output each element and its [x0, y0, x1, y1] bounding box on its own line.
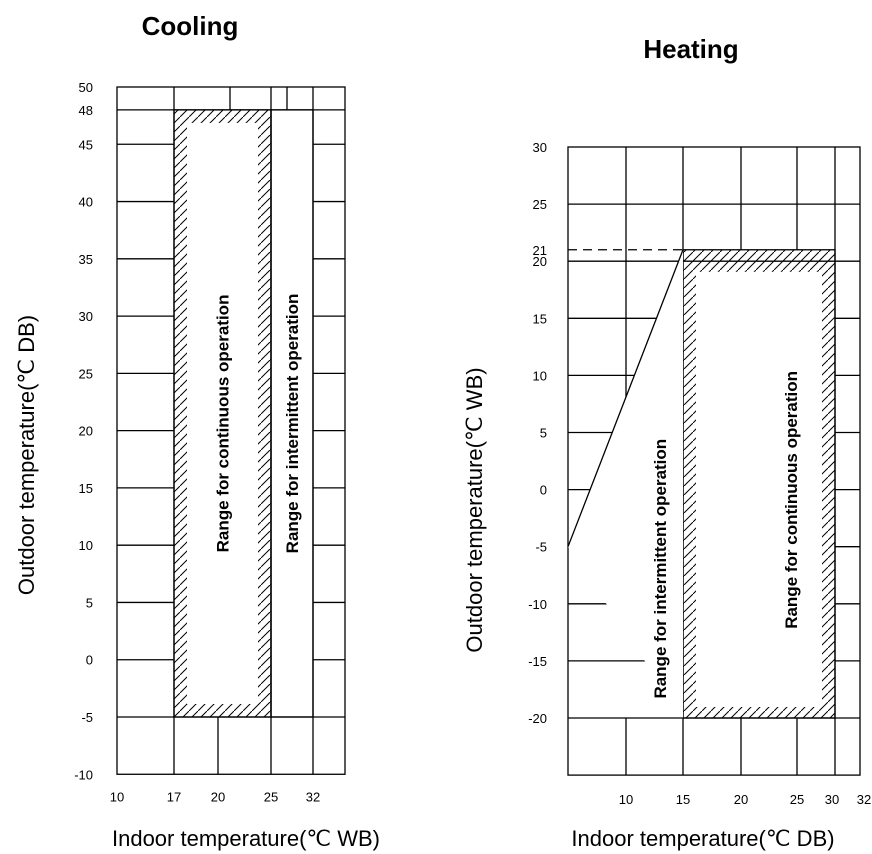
heating-region-label: Range for intermittent operation	[651, 439, 670, 699]
cooling-y-tick-label: 5	[86, 595, 93, 610]
heating-region-label: Range for continuous operation	[782, 371, 801, 629]
heating-x-tick-label: 15	[676, 792, 690, 807]
heating-y-tick-label: 5	[540, 426, 547, 441]
heating-y-tick-label: -20	[528, 711, 547, 726]
heating-y-tick-label: 25	[533, 197, 547, 212]
heating-x-ticks: 10 15 20 25 30 32	[619, 792, 871, 807]
cooling-y-tick-label: 35	[79, 252, 93, 267]
heating-region-clear	[696, 272, 822, 707]
cooling-x-axis-title: Indoor temperature(℃ WB)	[112, 826, 380, 851]
heating-x-tick-label: 20	[734, 792, 748, 807]
cooling-y-tick-label: -5	[81, 710, 93, 725]
heating-chart: Heating Range for continuous operationRa…	[462, 34, 871, 851]
heating-x-tick-label: 32	[857, 792, 871, 807]
heating-x-tick-label: 30	[825, 792, 839, 807]
cooling-x-tick-label: 32	[306, 789, 320, 804]
heating-x-tick-label: 25	[790, 792, 804, 807]
heating-y-tick-label: -5	[535, 540, 547, 555]
heating-title: Heating	[643, 34, 738, 64]
cooling-x-tick-label: 10	[110, 789, 124, 804]
heating-y-tick-label: 0	[540, 483, 547, 498]
heating-y-axis-title: Outdoor temperature(℃ WB)	[462, 367, 487, 652]
heating-y-tick-label: 20	[533, 254, 547, 269]
cooling-y-tick-label: 30	[79, 309, 93, 324]
cooling-y-tick-label: 15	[79, 481, 93, 496]
cooling-x-tick-label: 20	[211, 789, 225, 804]
cooling-x-tick-label: 25	[264, 789, 278, 804]
cooling-chart: Cooling Range for continuous operation Ra…	[14, 11, 380, 851]
cooling-x-ticks: 10 17 20 25 32	[110, 789, 320, 804]
cooling-x-tick-label: 17	[167, 789, 181, 804]
heating-y-tick-label: 15	[533, 311, 547, 326]
cooling-y-tick-label: 25	[79, 366, 93, 381]
cooling-y-tick-label: 0	[86, 653, 93, 668]
heating-regions: Range for continuous operation Range for …	[568, 250, 835, 718]
heating-y-tick-label: 10	[533, 368, 547, 383]
cooling-y-axis-title: Outdoor temperature(℃ DB)	[14, 315, 39, 595]
heating-x-tick-label: 10	[619, 792, 633, 807]
cooling-y-tick-label: -10	[74, 767, 93, 782]
cooling-y-tick-label: 40	[79, 195, 93, 210]
heating-y-tick-label: 30	[533, 140, 547, 155]
cooling-region-label: Range for continuous operation	[214, 295, 233, 553]
heating-y-tick-label: -15	[528, 654, 547, 669]
cooling-region-label: Range for intermittent operation	[283, 294, 302, 554]
cooling-y-tick-label: 20	[79, 424, 93, 439]
heating-x-axis-title: Indoor temperature(℃ DB)	[571, 826, 834, 851]
cooling-y-tick-label: 45	[79, 137, 93, 152]
heating-y-tick-label: -10	[528, 597, 547, 612]
cooling-regions: Range for continuous operation Range for …	[174, 110, 313, 717]
cooling-title: Cooling	[142, 11, 239, 41]
cooling-y-tick-label: 48	[79, 103, 93, 118]
cooling-y-tick-label: 10	[79, 538, 93, 553]
cooling-y-tick-label: 50	[79, 80, 93, 95]
